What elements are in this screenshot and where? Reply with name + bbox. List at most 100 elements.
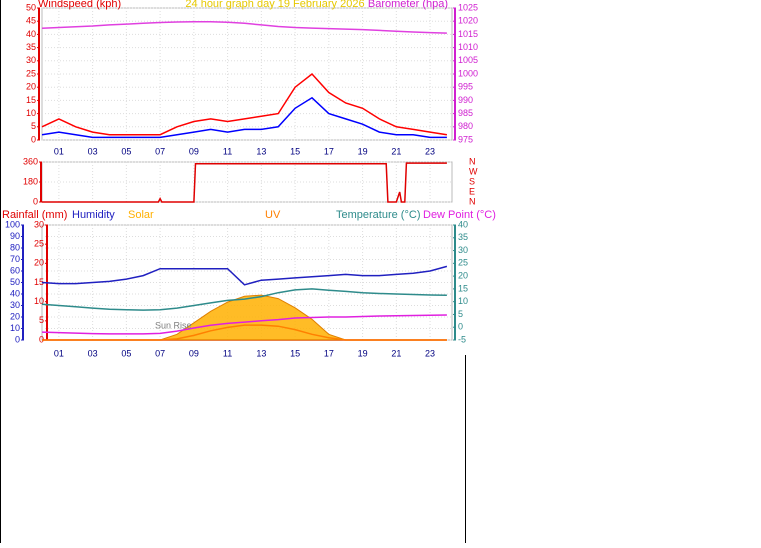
y-tick-label: 5	[458, 309, 463, 319]
x-tick-label: 23	[425, 348, 435, 358]
x-tick-label: 23	[425, 146, 435, 156]
y-tick-label: 90	[10, 231, 20, 241]
y-tick-label: 40	[26, 29, 36, 39]
y-tick-label: 30	[34, 219, 44, 229]
y-tick-label: 50	[26, 2, 36, 12]
y-tick-label: 15	[26, 95, 36, 105]
compass-label: N	[469, 156, 476, 166]
compass-label: S	[469, 176, 475, 186]
x-tick-label: 07	[155, 146, 165, 156]
x-tick-label: 15	[290, 348, 300, 358]
x-tick-label: 19	[358, 348, 368, 358]
y-tick-label: 0	[39, 334, 44, 344]
x-tick-label: 01	[54, 146, 64, 156]
y-tick-label: 25	[458, 258, 468, 268]
y-tick-label: 35	[26, 42, 36, 52]
y-tick-label: 180	[23, 176, 38, 186]
y-tick-label: 80	[10, 242, 20, 252]
y-tick-label: 10	[26, 108, 36, 118]
x-tick-label: 17	[324, 348, 334, 358]
y-tick-label: 5	[31, 121, 36, 131]
line	[41, 72, 448, 136]
compass-label: W	[469, 166, 478, 176]
x-tick-label: 21	[391, 146, 401, 156]
x-tick-label: 05	[121, 348, 131, 358]
legend-label: Temperature (°C)	[336, 209, 420, 221]
x-tick-label: 09	[189, 348, 199, 358]
y-tick-label: 1010	[458, 42, 478, 52]
compass-label: N	[469, 196, 476, 206]
y-tick-label: 1015	[458, 29, 478, 39]
line	[41, 288, 447, 311]
y-tick-label: 0	[15, 334, 20, 344]
y-tick-label: 40	[458, 219, 468, 229]
x-tick-label: 05	[121, 146, 131, 156]
y-tick-label: 980	[458, 121, 473, 131]
y-tick-label: 25	[34, 239, 44, 249]
y-tick-label: 40	[10, 288, 20, 298]
y-tick-label: 1025	[458, 2, 478, 12]
x-tick-label: 01	[54, 348, 64, 358]
y-tick-label: 60	[10, 265, 20, 275]
line	[41, 265, 448, 286]
y-tick-label: 10	[458, 296, 468, 306]
x-tick-label: 17	[324, 146, 334, 156]
y-axis-label: Windspeed (kph)	[38, 0, 121, 10]
y-tick-label: 20	[458, 270, 468, 280]
x-tick-label: 11	[223, 146, 232, 156]
legend-label: Solar	[128, 209, 154, 221]
y-tick-label: 100	[5, 219, 20, 229]
x-tick-label: 11	[223, 348, 232, 358]
y-tick-label: -5	[458, 334, 466, 344]
y-tick-label: 5	[39, 315, 44, 325]
line	[41, 314, 447, 335]
line	[42, 162, 447, 203]
x-tick-label: 09	[189, 146, 199, 156]
y-tick-label: 50	[10, 277, 20, 287]
y-tick-label: 30	[10, 300, 20, 310]
y-tick-label: 1005	[458, 55, 478, 65]
annotation: Sun Rise	[155, 320, 192, 330]
x-tick-label: 19	[358, 146, 368, 156]
y-tick-label: 0	[458, 322, 463, 332]
x-tick-label: 03	[88, 146, 98, 156]
y-tick-label: 20	[34, 258, 44, 268]
y-tick-label: 1020	[458, 16, 478, 26]
x-tick-label: 13	[256, 146, 266, 156]
line	[41, 20, 447, 34]
x-tick-label: 13	[256, 348, 266, 358]
x-tick-label: 21	[391, 348, 401, 358]
legend-label: Dew Point (°C)	[423, 209, 496, 221]
y-tick-label: 20	[10, 311, 20, 321]
y-tick-label: 1000	[458, 68, 478, 78]
y2-axis-label: Barometer (hpa)	[368, 0, 448, 10]
y-tick-label: 15	[458, 283, 468, 293]
chart-title: 24 hour graph day 19 February 2026	[185, 0, 364, 10]
y-tick-label: 10	[34, 296, 44, 306]
y-tick-label: 15	[34, 277, 44, 287]
compass-label: E	[469, 186, 475, 196]
line	[42, 324, 447, 341]
y-tick-label: 20	[26, 82, 36, 92]
y-tick-label: 30	[458, 245, 468, 255]
y-tick-label: 995	[458, 82, 473, 92]
y-tick-label: 0	[31, 134, 36, 144]
legend-label: Humidity	[72, 209, 115, 221]
y-tick-label: 35	[458, 232, 468, 242]
x-tick-label: 07	[155, 348, 165, 358]
legend-label: UV	[265, 209, 281, 221]
line	[41, 96, 447, 139]
x-tick-label: 15	[290, 146, 300, 156]
y-tick-label: 45	[26, 16, 36, 26]
legend-label: Rainfall (mm)	[2, 209, 67, 221]
y-tick-label: 360	[23, 156, 38, 166]
y-tick-label: 985	[458, 108, 473, 118]
y-tick-label: 25	[26, 68, 36, 78]
y-tick-label: 990	[458, 95, 473, 105]
x-tick-label: 03	[88, 348, 98, 358]
y-tick-label: 70	[10, 254, 20, 264]
y-tick-label: 0	[33, 196, 38, 206]
y-tick-label: 975	[458, 134, 473, 144]
y-tick-label: 10	[10, 323, 20, 333]
